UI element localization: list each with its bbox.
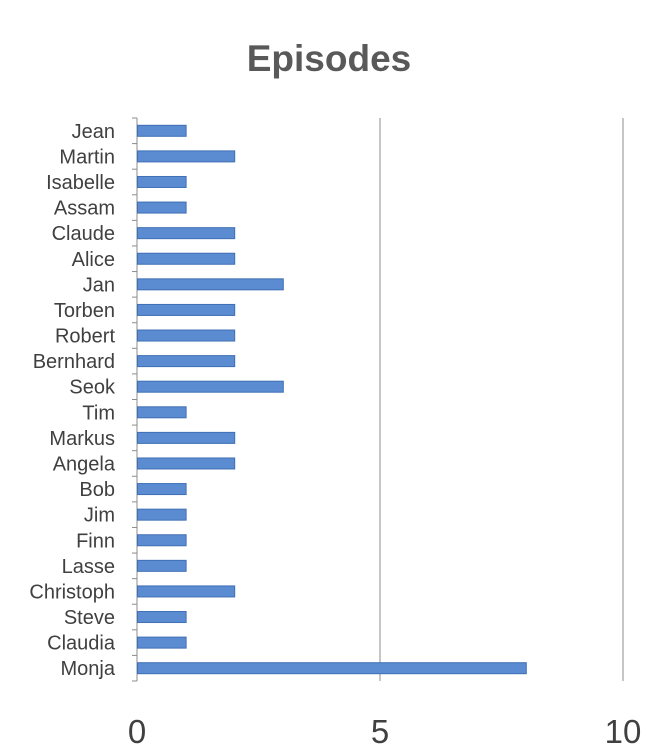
category-label-jean: Jean	[72, 121, 115, 143]
category-label-seok: Seok	[69, 377, 116, 399]
bars	[137, 124, 527, 675]
value-tick-label-0: 0	[128, 713, 146, 750]
bar-alice	[137, 252, 236, 265]
bar-christoph	[137, 585, 236, 598]
bar-seok	[137, 380, 284, 393]
bar-monja	[137, 662, 527, 675]
gridlines	[379, 118, 624, 681]
category-label-bob: Bob	[79, 479, 115, 501]
bar-bob	[137, 483, 187, 496]
bar-claude	[137, 227, 236, 240]
bar-claudia	[137, 636, 187, 649]
value-tick-label-10: 10	[605, 713, 642, 750]
category-label-bernhard: Bernhard	[33, 351, 115, 373]
category-label-markus: Markus	[49, 428, 115, 450]
bar-martin	[137, 150, 236, 163]
category-label-torben: Torben	[54, 300, 115, 322]
category-label-tim: Tim	[82, 402, 115, 424]
category-label-finn: Finn	[76, 530, 115, 552]
bar-markus	[137, 431, 236, 444]
bar-angela	[137, 457, 236, 470]
category-label-christoph: Christoph	[29, 581, 115, 603]
chart-title: Episodes	[246, 38, 412, 79]
category-label-martin: Martin	[59, 146, 115, 168]
bar-jan	[137, 278, 284, 291]
category-label-angela: Angela	[53, 453, 116, 475]
category-labels: Jean Martin Isabelle Assam Claude Alice Jan Tor…	[29, 121, 116, 680]
bar-jean	[137, 124, 187, 137]
category-label-claudia: Claudia	[47, 633, 116, 655]
bar-isabelle	[137, 175, 187, 188]
value-tick-label-5: 5	[371, 713, 389, 750]
category-label-alice: Alice	[72, 249, 115, 271]
bar-steve	[137, 611, 187, 624]
bar-lasse	[137, 559, 187, 572]
category-label-assam: Assam	[54, 198, 115, 220]
category-label-jan: Jan	[83, 274, 115, 296]
bar-bernhard	[137, 355, 236, 368]
category-label-claude: Claude	[52, 223, 115, 245]
category-label-robert: Robert	[55, 326, 115, 348]
category-label-jim: Jim	[84, 505, 115, 527]
bar-robert	[137, 329, 236, 342]
bar-torben	[137, 303, 236, 316]
bar-tim	[137, 406, 187, 419]
category-label-monja: Monja	[61, 658, 116, 680]
bar-assam	[137, 201, 187, 214]
category-label-lasse: Lasse	[62, 556, 115, 578]
category-axis	[132, 117, 138, 682]
bar-jim	[137, 508, 187, 521]
bar-finn	[137, 534, 187, 547]
category-label-steve: Steve	[64, 607, 115, 629]
value-tick-labels: 0 5 10	[128, 713, 642, 750]
category-label-isabelle: Isabelle	[46, 172, 115, 194]
